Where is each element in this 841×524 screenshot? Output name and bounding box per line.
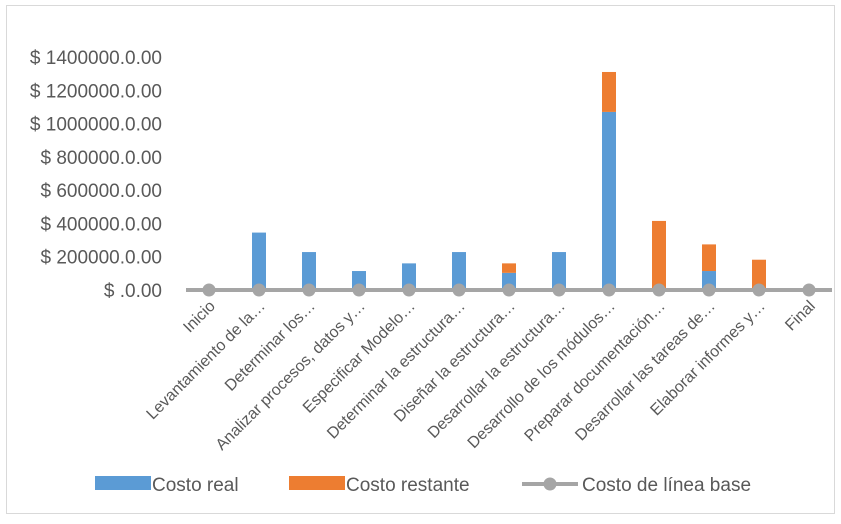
line-marker-costo-linea-base [552, 283, 566, 297]
bar-costo-real [452, 252, 466, 290]
line-marker-costo-linea-base [402, 283, 416, 297]
bar-costo-real [602, 111, 616, 291]
y-tick-label: $ 1200000.0.00 [30, 81, 162, 102]
bar-costo-real [252, 232, 266, 290]
y-tick-label: $ 600000.0.00 [40, 181, 162, 202]
y-tick-label: $ 1000000.0.00 [30, 115, 162, 136]
line-marker-costo-linea-base [702, 283, 716, 297]
line-marker-costo-linea-base [352, 283, 366, 297]
bar-costo-real [402, 263, 416, 290]
bar-series [252, 71, 766, 291]
line-marker-costo-linea-base [252, 283, 266, 297]
line-marker-costo-linea-base [452, 283, 466, 297]
line-marker-costo-linea-base [752, 283, 766, 297]
line-marker-costo-linea-base [652, 283, 666, 297]
baseline-series [186, 283, 832, 297]
legend-label-costo-restante: Costo restante [346, 475, 470, 496]
y-tick-label: $ 200000.0.00 [40, 248, 162, 269]
bar-costo-restante [602, 71, 616, 112]
legend-label-costo-real: Costo real [152, 475, 239, 496]
legend-label-costo-linea-base: Costo de línea base [582, 475, 751, 496]
bar-costo-real [302, 252, 316, 290]
bar-costo-real [552, 252, 566, 290]
legend-marker-costo-linea-base [543, 477, 557, 491]
chart-border [6, 5, 835, 514]
bar-costo-restante [702, 244, 716, 272]
line-marker-costo-linea-base [302, 283, 316, 297]
legend-swatch-costo-real [95, 476, 151, 490]
legend: Costo real Costo restante Costo de línea b… [95, 475, 751, 496]
y-tick-label: $ 400000.0.00 [40, 214, 162, 235]
y-tick-label: $ 800000.0.00 [40, 148, 162, 169]
bar-costo-restante [752, 259, 766, 290]
y-axis: $ .0.00 $ 200000.0.00 $ 400000.0.00 $ 60000… [30, 48, 162, 302]
bar-costo-restante [502, 263, 516, 273]
line-marker-costo-linea-base [602, 283, 616, 297]
line-marker-costo-linea-base [202, 283, 216, 297]
y-tick-label: $ 1400000.0.00 [30, 48, 162, 69]
line-marker-costo-linea-base [502, 283, 516, 297]
legend-swatch-costo-restante [289, 476, 345, 490]
bar-costo-restante [652, 220, 666, 290]
line-marker-costo-linea-base [802, 283, 816, 297]
y-tick-label: $ .0.00 [104, 281, 162, 302]
